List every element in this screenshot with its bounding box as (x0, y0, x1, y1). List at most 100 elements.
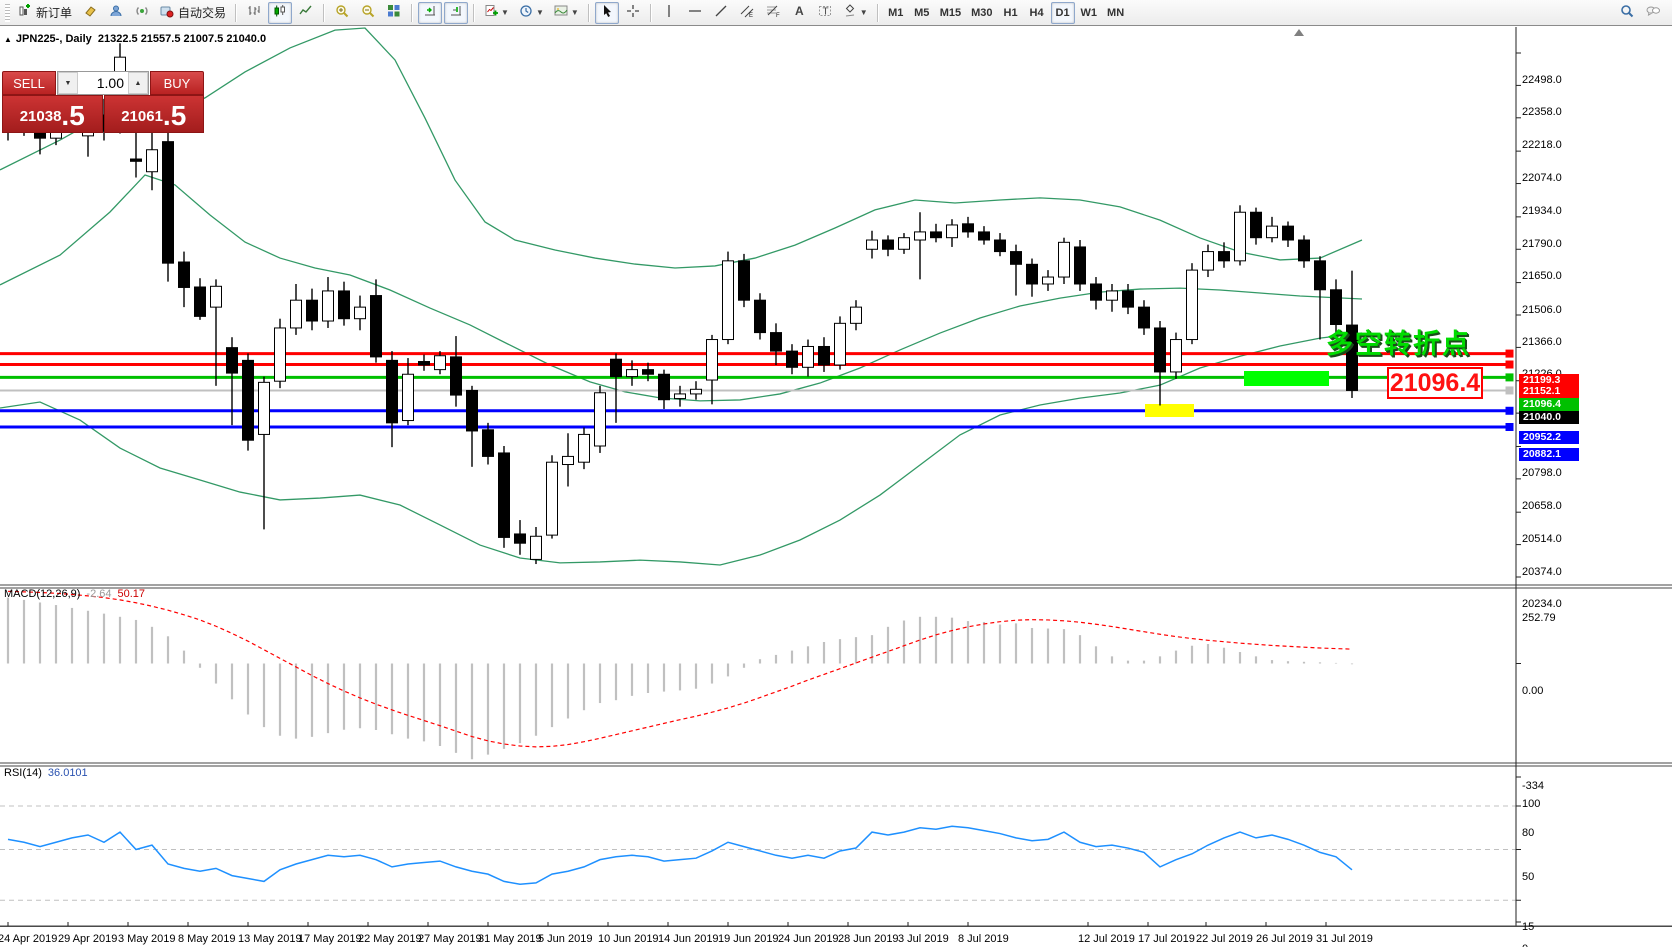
periods-button[interactable]: ▼ (515, 2, 548, 24)
date-label: 17 Jul 2019 (1138, 933, 1195, 945)
date-label: 22 May 2019 (358, 933, 422, 945)
buy-button[interactable]: BUY (150, 71, 204, 95)
tile-windows-button[interactable] (382, 2, 406, 24)
indicators-icon (484, 4, 499, 21)
profile-button[interactable] (104, 2, 128, 24)
auto-trading-button[interactable]: 自动交易 (156, 2, 230, 24)
bid-price[interactable]: 21038.5 (2, 95, 103, 133)
rsi-label: RSI(14) 36.0101 (4, 767, 88, 779)
date-label: 12 Jul 2019 (1078, 933, 1135, 945)
signal-icon (135, 4, 149, 21)
text-button[interactable]: A (787, 2, 811, 24)
one-click-trade-panel: SELL ▼ ▲ BUY 21038.5 21061.5 (2, 71, 204, 133)
crosshair-button[interactable] (621, 2, 645, 24)
label-button[interactable]: T (813, 2, 837, 24)
ask-price[interactable]: 21061.5 (103, 95, 204, 133)
date-label: 19 Jun 2019 (718, 933, 779, 945)
price-tick: 21934.0 (1522, 204, 1562, 217)
symbol-header: ▲ JPN225-, Daily 21322.5 21557.5 21007.5 … (4, 33, 266, 45)
tf-m1[interactable]: M1 (888, 6, 904, 19)
trendline-button[interactable] (709, 2, 733, 24)
indicators-button[interactable]: ▼ (480, 2, 513, 24)
linechart-icon (299, 4, 313, 21)
dropdown-arrow-icon: ▼ (859, 8, 868, 17)
toolbar-separator (649, 3, 652, 22)
tf-w1[interactable]: W1 (1080, 6, 1098, 19)
tf-m15[interactable]: M15 (939, 6, 962, 19)
line-chart-button[interactable] (294, 2, 318, 24)
date-label: 29 Apr 2019 (58, 933, 118, 945)
tf-d1[interactable]: D1 (1050, 1, 1075, 24)
shapes-button[interactable]: ▼ (839, 2, 872, 24)
sell-button[interactable]: SELL (2, 71, 56, 95)
crosshair-icon (626, 4, 640, 21)
tf-mn[interactable]: MN (1107, 6, 1125, 19)
eraser-button[interactable] (78, 2, 102, 24)
toolbar-separator (473, 3, 476, 22)
shift2-icon (449, 4, 463, 21)
rsi-tick: 100 (1522, 798, 1541, 810)
tf-h1[interactable]: H1 (1003, 6, 1018, 19)
collapse-arrow-icon[interactable]: ▲ (4, 35, 12, 44)
fibonacci-button[interactable]: F (761, 2, 785, 24)
date-label: 27 May 2019 (418, 933, 482, 945)
zoom-out-button[interactable] (356, 2, 380, 24)
svg-text:T: T (822, 7, 828, 18)
zoomout-icon (361, 4, 375, 21)
macd-tick: -334 (1522, 780, 1545, 793)
tf-h4[interactable]: H4 (1029, 6, 1044, 19)
cursor-button[interactable] (594, 1, 619, 24)
svg-text:E: E (749, 13, 753, 18)
zoomin-icon (335, 4, 349, 21)
price-tick: 20234.0 (1522, 598, 1562, 610)
date-label: 26 Jul 2019 (1256, 933, 1313, 945)
bars-icon (247, 4, 261, 21)
hline-icon (688, 4, 702, 21)
vline-icon (662, 4, 676, 21)
bar-chart-button[interactable] (242, 2, 266, 24)
date-label: 14 Jun 2019 (658, 933, 719, 945)
date-label: 3 Jul 2019 (898, 933, 949, 945)
ohlc-readout: 21322.5 21557.5 21007.5 21040.0 (97, 33, 267, 45)
candle-chart-button[interactable] (268, 1, 293, 24)
search-button[interactable] (1615, 2, 1639, 24)
tf-m5[interactable]: M5 (914, 6, 930, 19)
date-label: 22 Jul 2019 (1196, 933, 1253, 945)
chart-shift-marker[interactable] (1294, 29, 1304, 36)
date-label: 28 Jun 2019 (838, 933, 899, 945)
date-label: 24 Apr 2019 (0, 933, 58, 945)
chart-shift-button[interactable] (418, 1, 443, 24)
price-tick: 22358.0 (1522, 106, 1562, 119)
toolbar-separator (876, 3, 879, 22)
tf-m30[interactable]: M30 (971, 6, 993, 19)
chinese-annotation: 多空转折点 (1326, 329, 1471, 359)
price-tick: 21650.0 (1522, 270, 1562, 283)
volume-increase-button[interactable]: ▲ (128, 72, 148, 94)
vline-button[interactable] (657, 2, 681, 24)
svg-text:A: A (795, 4, 804, 18)
chart-area[interactable]: ▲ JPN225-, Daily 21322.5 21557.5 21007.5 … (0, 27, 1672, 947)
templates-button[interactable]: ▼ (550, 2, 583, 24)
new-order-button[interactable]: 新订单 (14, 2, 76, 24)
date-label: 8 Jul 2019 (958, 933, 1009, 945)
hline-button[interactable] (683, 2, 707, 24)
price-chart[interactable] (0, 27, 1672, 947)
auto-scroll-button[interactable] (444, 1, 469, 24)
volume-input[interactable] (78, 72, 128, 94)
autotrade-icon (160, 4, 174, 21)
textA-icon: A (792, 4, 806, 21)
channel-icon: E (740, 4, 754, 21)
channel-button[interactable]: E (735, 2, 759, 24)
signal-button[interactable] (130, 2, 154, 24)
dropdown-arrow-icon: ▼ (535, 8, 544, 17)
price-level-tag: 21199.3 (1519, 374, 1579, 388)
date-label: 13 May 2019 (238, 933, 302, 945)
price-tick: 21790.0 (1522, 237, 1562, 250)
chat-button[interactable] (1641, 2, 1665, 24)
volume-decrease-button[interactable]: ▼ (58, 72, 78, 94)
price-annotation-box: 21096.4 (1387, 367, 1483, 399)
date-axis: 24 Apr 2019 29 Apr 2019 3 May 2019 8 May 20… (0, 926, 1672, 947)
zoom-in-button[interactable] (330, 2, 354, 24)
price-level-tag: 21040.0 (1519, 410, 1579, 424)
date-label: 24 Jun 2019 (778, 933, 839, 945)
